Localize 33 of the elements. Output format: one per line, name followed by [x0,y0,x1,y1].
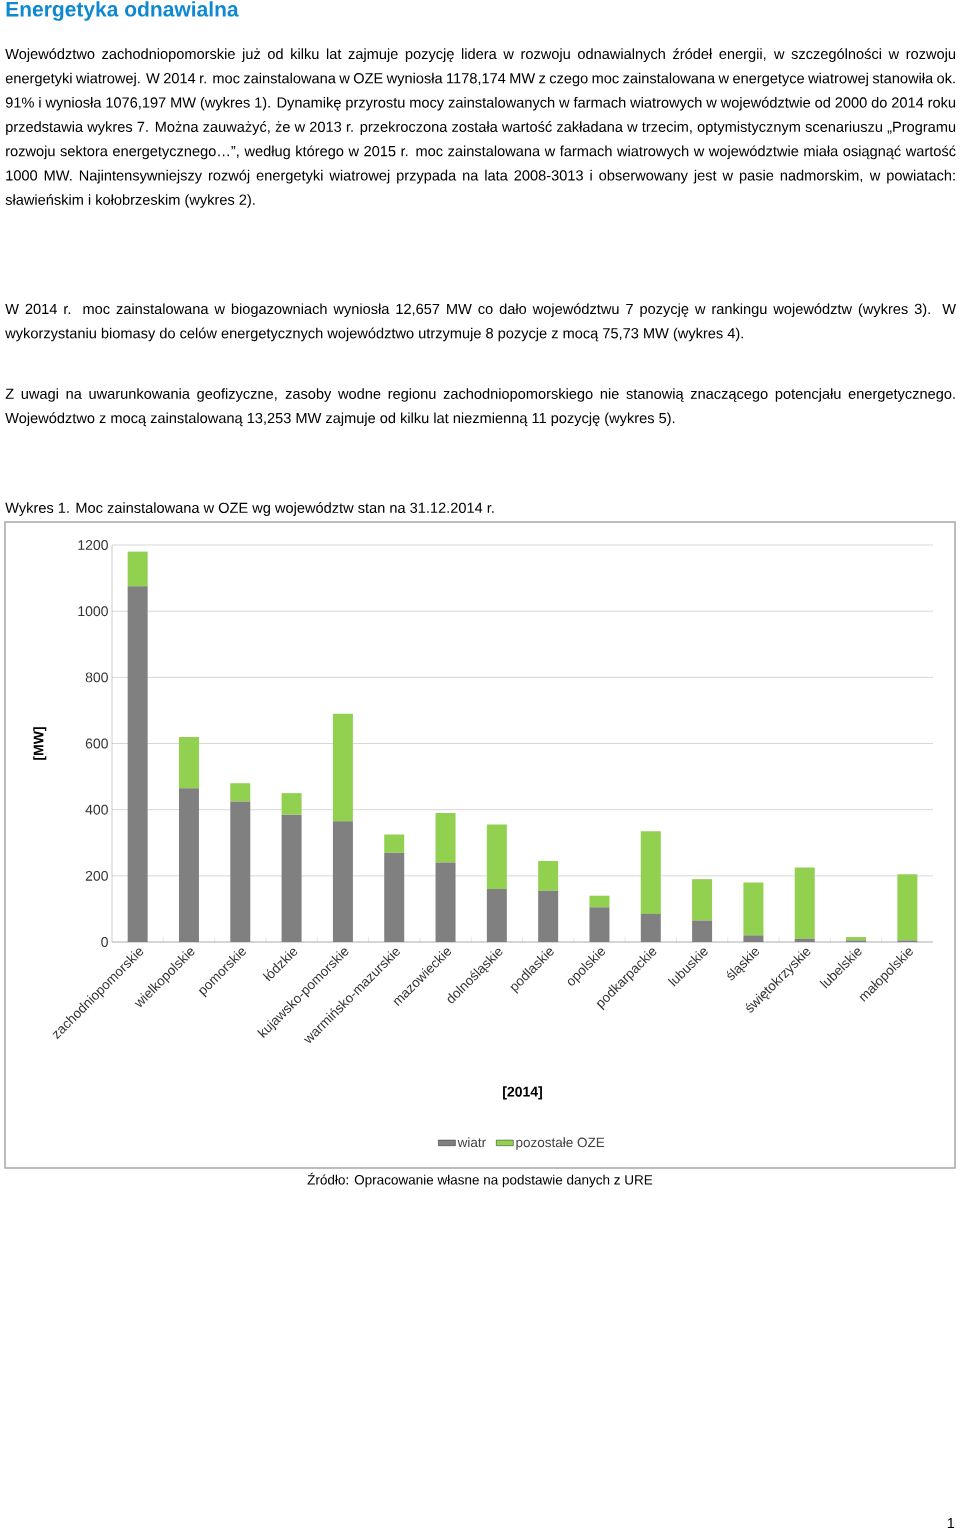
bar [230,783,251,802]
text: W 2014 r. moc zainstalowana w biogazowniach wyniosła 12,657 MW co dało województwu 7 pozycję w rankingu województw (wykres 3). W wykorzystaniu biomasy do celów energetycznych województwo utrzymuje 8 pozycje z mocą 75,73 MW (wykres 4). [5,303,956,342]
bar [794,867,815,939]
bar [897,874,918,941]
chart-title: Energetyka odnawialna [6,1,239,21]
text: 1 [947,1518,955,1529]
y-tick-label: 1000 [78,606,108,617]
y-tick-label: 400 [85,804,108,815]
legend-label: pozostałe OZE [516,1137,605,1150]
bar [538,860,559,891]
bar [589,895,610,908]
y-tick-label: 0 [101,937,108,947]
text: Źródło: Opracowanie własne na podstawie danych z URE [307,1172,653,1188]
y-tick-label: 200 [85,870,108,881]
y-tick-label: 1200 [78,540,108,550]
y-tick-label: 600 [85,738,108,749]
text: Województwo zachodniopomorskie już od kilku lat zajmuje pozycję lidera w rozwoju odnawialnych źródeł energii, w szczególności w rozwoju energetyki wiatrowej. W 2014 r. moc zainstalowana w OZE wyniosła 1178,174 MW z czego moc zainstalowana w energetyce wiatrowej stanowiła ok. 91% i wyniosła 1076,197 MW (wykres 1). Dynamikę przyrostu mocy zainstalowanych w farmach wiatrowych w województwie od 2000 do 2014 roku przedstawia wykres 7. Można zauważyć, że w 2013 r. przekroczona została wartość zakładana w trzecim, optymistycznym scenariuszu „Programu rozwoju sektora energetycznego…”, według którego w 2015 r. moc zainstalowana w farmach wiatrowych w województwie miała osiągnąć wartość 1000 MW. Najintensywniejszy rozwój energetyki wiatrowej przypada na lata 2008-3013 i obserwowany jest w pasie nadmorskim, w powiatach: sławieńskim i kołobrzeskim (wykres 2). [5,48,956,208]
bar [127,551,148,587]
y-tick-label: 800 [85,672,108,683]
bar [486,824,507,890]
legend-label: wiatr [457,1137,486,1148]
chart-subtitle: Wykres 1. Moc zainstalowana w OZE wg województw stan na 31.12.2014 r. [5,502,494,516]
x-axis-title: [2014] [503,1086,542,1100]
bar [692,879,713,921]
bar [281,793,302,815]
bar [178,736,199,789]
y-axis-title: [MW] [33,727,47,760]
bar [384,834,405,853]
bar [435,812,456,863]
bar [640,831,661,914]
bar [743,882,764,936]
text: Z uwagi na uwarunkowania geofizyczne, zasoby wodne regionu zachodniopomorskiego nie stanowią znaczącego potencjału energetycznego. Województwo z mocą zainstalowaną 13,253 MW zajmuje od kilku lat niezmienną 11 pozycję (wykres 5). [5,388,955,427]
bar [332,713,353,822]
